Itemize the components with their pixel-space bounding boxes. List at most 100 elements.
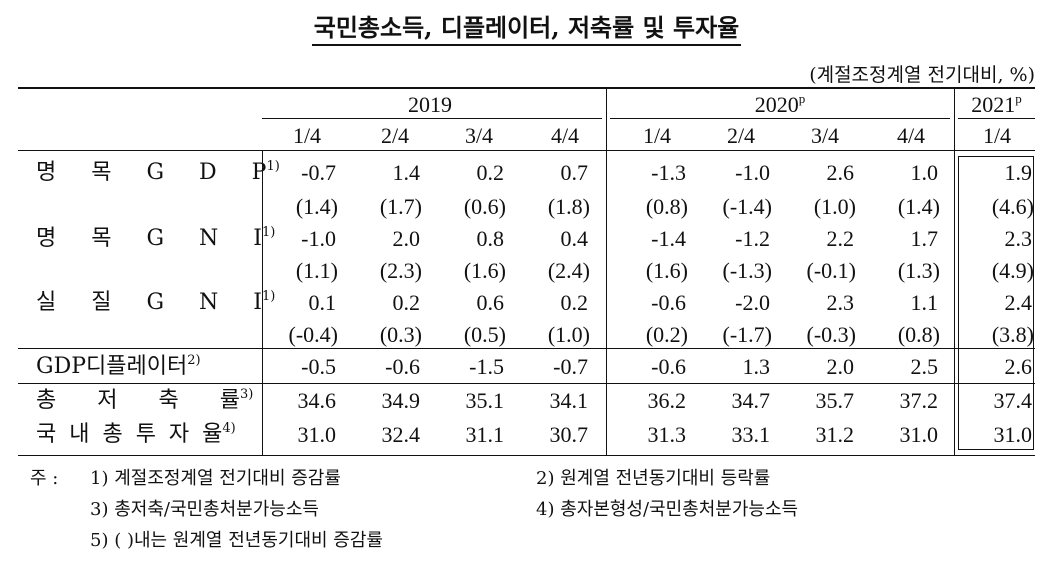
year-label: 2021	[971, 92, 1016, 117]
divider-2019-2020	[606, 89, 607, 455]
yoy-cell: (1.8)	[547, 194, 590, 219]
value-cell: 2.4	[1004, 290, 1033, 315]
note-2: 2) 원계열 전년동기대비 등락률	[536, 468, 771, 489]
value-cell: -1.4	[651, 226, 686, 251]
quarter-header: 4/4	[550, 123, 580, 148]
value-cell: 31.0	[297, 422, 337, 447]
rule-year-under-2021	[958, 118, 1035, 119]
yoy-cell: (1.3)	[897, 258, 940, 283]
value-cell: 2.6	[826, 160, 855, 185]
quarter-header: 2/4	[380, 123, 410, 148]
footnote-ref: 1)	[266, 159, 280, 174]
highlight-2021-column	[958, 156, 1034, 450]
yoy-cell: (-0.4)	[288, 322, 338, 347]
value-cell: -1.2	[735, 226, 770, 251]
footnote-ref: 1)	[261, 225, 276, 240]
note-3: 3) 총저축/국민총처분가능소득	[90, 499, 319, 520]
footnote-ref: 4)	[222, 421, 236, 436]
value-cell: 1.9	[1004, 160, 1033, 185]
value-cell: 0.6	[476, 290, 505, 315]
quarter-header: 4/4	[896, 123, 926, 148]
value-cell: 37.4	[993, 388, 1033, 413]
quarter-header: 1/4	[292, 123, 322, 148]
value-cell: 0.2	[392, 290, 421, 315]
yoy-cell: (3.8)	[991, 322, 1034, 347]
yoy-cell: (1.7)	[379, 194, 422, 219]
row-label-gdp-deflator: GDP디플레이터2)	[36, 353, 252, 383]
value-cell: 2.2	[826, 226, 855, 251]
label-text: 명 목 G N I	[36, 226, 262, 251]
value-cell: 31.0	[899, 422, 939, 447]
yoy-cell: (0.5)	[463, 322, 506, 347]
rule-top	[18, 87, 1035, 89]
value-cell: 0.8	[476, 226, 505, 251]
label-text: 실 질 G N I	[36, 290, 262, 315]
label-text: GDP디플레이터	[36, 354, 188, 379]
rule-mid-1	[18, 348, 1035, 349]
rule-mid-2	[18, 383, 1035, 384]
value-cell: 0.2	[476, 160, 505, 185]
yoy-cell: (0.8)	[645, 194, 688, 219]
value-cell: -1.5	[469, 354, 504, 379]
value-cell: -2.0	[735, 290, 770, 315]
yoy-cell: (1.0)	[813, 194, 856, 219]
value-cell: 36.2	[647, 388, 687, 413]
yoy-cell: (4.9)	[991, 258, 1034, 283]
yoy-cell: (0.3)	[379, 322, 422, 347]
yoy-cell: (-1.3)	[722, 258, 772, 283]
quarter-header: 2/4	[726, 123, 756, 148]
value-cell: 37.2	[899, 388, 939, 413]
footnote-ref: 2)	[187, 353, 201, 368]
value-cell: 2.5	[910, 354, 939, 379]
yoy-cell: (-1.4)	[722, 194, 772, 219]
year-label: 2020	[754, 92, 799, 117]
value-cell: 0.2	[560, 290, 589, 315]
rule-year-under-2019	[262, 118, 602, 119]
value-cell: 1.3	[742, 354, 771, 379]
row-label-gross-saving: 총 저 축 률3)	[36, 387, 254, 417]
quarter-header: 3/4	[810, 123, 840, 148]
unit-label: (계절조정계열 전기대비, %)	[809, 64, 1035, 86]
year-2019: 2019	[330, 92, 530, 121]
value-cell: -0.7	[301, 160, 336, 185]
yoy-cell: (1.4)	[295, 194, 338, 219]
value-cell: 1.1	[910, 290, 939, 315]
yoy-cell: (2.3)	[379, 258, 422, 283]
yoy-cell: (1.6)	[645, 258, 688, 283]
page-title: 국민총소득, 디플레이터, 저축률 및 투자율	[0, 8, 1053, 46]
row-label-nominal-gdp: 명 목 G D P1)	[36, 159, 280, 189]
rule-year-under-2020	[610, 118, 950, 119]
rule-bottom	[18, 455, 1035, 456]
label-text: 총 저 축 률	[36, 388, 240, 413]
value-cell: -1.0	[301, 226, 336, 251]
yoy-cell: (-1.7)	[722, 322, 772, 347]
value-cell: 34.1	[549, 388, 589, 413]
row-label-investment: 국 내 총 투 자 율4)	[36, 421, 252, 451]
yoy-cell: (0.6)	[463, 194, 506, 219]
note-1: 1) 계절조정계열 전기대비 증감률	[90, 468, 341, 489]
yoy-cell: (4.6)	[991, 194, 1034, 219]
yoy-cell: (1.0)	[547, 322, 590, 347]
footnote-ref: 3)	[239, 387, 254, 402]
value-cell: 0.7	[560, 160, 589, 185]
value-cell: 2.3	[1004, 226, 1033, 251]
value-cell: 2.3	[826, 290, 855, 315]
yoy-cell: (-0.1)	[806, 258, 856, 283]
value-cell: -1.3	[651, 160, 686, 185]
value-cell: 34.9	[381, 388, 421, 413]
quarter-header: 3/4	[464, 123, 494, 148]
value-cell: 2.0	[392, 226, 421, 251]
value-cell: -0.6	[651, 354, 686, 379]
value-cell: 0.1	[308, 290, 337, 315]
year-2021: 2021p	[958, 91, 1035, 121]
quarter-header: 1/4	[982, 123, 1012, 148]
value-cell: 1.0	[910, 160, 939, 185]
label-text: 국 내 총 투 자 율	[36, 422, 223, 447]
yoy-cell: (0.8)	[897, 322, 940, 347]
yoy-cell: (1.4)	[897, 194, 940, 219]
value-cell: 31.2	[815, 422, 855, 447]
title-text: 국민총소득, 디플레이터, 저축률 및 투자율	[311, 13, 742, 46]
value-cell: -1.0	[735, 160, 770, 185]
value-cell: 31.0	[993, 422, 1033, 447]
value-cell: 32.4	[381, 422, 421, 447]
